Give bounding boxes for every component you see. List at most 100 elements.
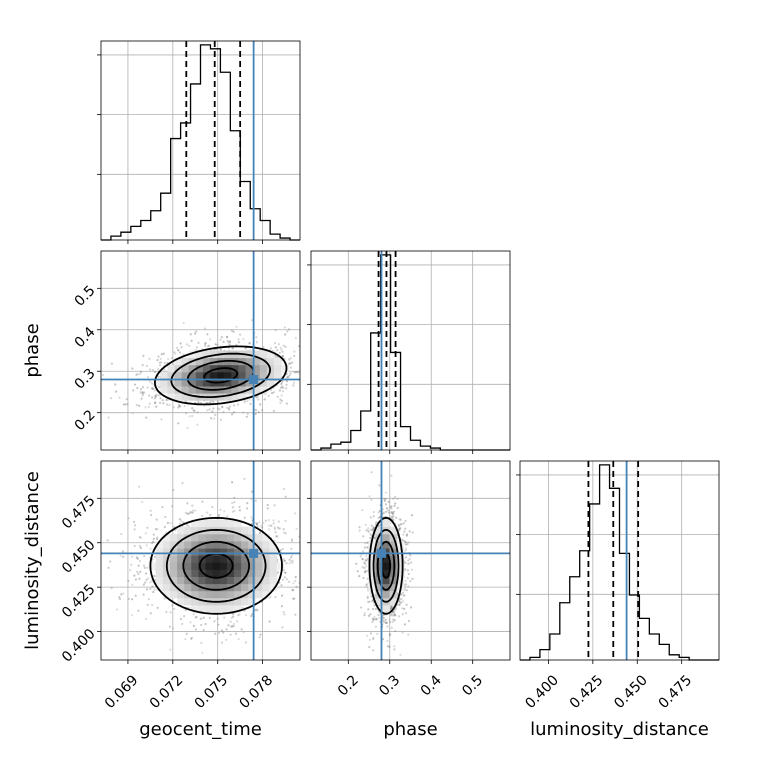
sample-point <box>389 505 392 508</box>
sample-point <box>222 410 225 414</box>
sample-point <box>169 648 172 651</box>
sample-point <box>398 600 401 603</box>
sample-point <box>400 601 403 604</box>
sample-point <box>228 405 231 408</box>
pair-content <box>311 461 510 660</box>
sample-point <box>282 528 285 531</box>
sample-point <box>118 597 121 601</box>
density-cell <box>191 555 199 563</box>
sample-point <box>120 593 123 596</box>
pair-panel-phase-luminosity_distance <box>307 460 511 664</box>
sample-point <box>283 559 286 562</box>
sample-point <box>192 409 195 412</box>
sample-point <box>256 525 259 528</box>
sample-point <box>385 507 389 510</box>
sample-point <box>284 519 287 523</box>
density-cell <box>188 393 197 401</box>
sample-point <box>179 519 182 522</box>
sample-point <box>139 536 142 539</box>
sample-point <box>154 528 158 531</box>
density-cell <box>181 378 190 387</box>
sample-point <box>367 600 370 603</box>
density-cell <box>234 519 242 528</box>
sample-point <box>297 345 300 348</box>
sample-point <box>222 631 225 634</box>
sample-point <box>133 574 136 577</box>
sample-point <box>410 568 413 571</box>
density-cell <box>255 583 263 592</box>
histogram-geocent_time <box>101 44 300 241</box>
sample-point <box>291 559 294 562</box>
sample-point <box>218 408 221 411</box>
sample-point <box>291 588 294 592</box>
density-cell <box>248 533 256 542</box>
density-cell <box>368 541 376 549</box>
sample-point <box>158 386 161 389</box>
sample-point <box>199 617 202 620</box>
sample-point <box>386 645 390 648</box>
density-cell <box>191 590 199 599</box>
sample-point <box>365 584 368 587</box>
sample-point <box>372 526 375 529</box>
sample-point <box>401 631 404 634</box>
density-cell <box>198 604 206 613</box>
sample-point <box>191 511 194 514</box>
sample-point <box>290 556 293 559</box>
sample-point <box>143 566 146 570</box>
sample-point <box>340 367 342 369</box>
sample-point <box>286 330 289 333</box>
sample-point <box>306 349 308 351</box>
density-cell <box>248 569 256 577</box>
sample-point <box>386 639 389 643</box>
sample-point <box>185 632 188 636</box>
sample-point <box>290 539 293 543</box>
sample-point <box>371 529 374 532</box>
sample-point <box>237 614 240 617</box>
sample-point <box>288 558 291 561</box>
sample-point <box>407 633 410 636</box>
sample-point <box>155 405 158 408</box>
sample-point <box>387 500 390 503</box>
sample-point <box>378 516 381 519</box>
sample-point <box>407 559 410 562</box>
sample-point <box>228 343 231 347</box>
sample-point <box>145 588 149 591</box>
density-cell <box>212 541 221 549</box>
sample-point <box>238 613 241 616</box>
sample-point <box>314 558 316 560</box>
sample-point <box>144 532 147 535</box>
density-cell <box>226 526 235 535</box>
sample-point <box>231 501 234 505</box>
sample-point <box>152 387 155 390</box>
density-cell <box>238 371 247 380</box>
sample-point <box>129 569 132 572</box>
sample-point <box>127 579 130 583</box>
density-cell <box>219 533 228 542</box>
sample-point <box>406 577 409 580</box>
sample-point <box>219 508 222 511</box>
sample-point <box>127 597 130 601</box>
sample-point <box>411 514 414 517</box>
density-cell <box>266 357 275 366</box>
sample-point <box>221 405 224 408</box>
sample-point <box>381 638 385 641</box>
sample-point <box>151 585 154 588</box>
sample-point <box>163 361 166 364</box>
sample-point <box>377 613 380 617</box>
density-cell <box>205 604 214 613</box>
sample-point <box>374 521 378 524</box>
sample-point <box>372 510 375 514</box>
density-cell <box>155 541 164 549</box>
sample-point <box>399 527 402 530</box>
sample-point <box>290 560 293 563</box>
sample-point <box>242 411 245 414</box>
sample-point <box>370 524 373 527</box>
sample-point <box>182 321 185 325</box>
sample-point <box>194 628 197 631</box>
sample-point <box>257 398 260 401</box>
density-cell <box>202 371 211 380</box>
density-cell <box>205 576 214 585</box>
sample-point <box>183 615 186 618</box>
density-cell <box>382 555 391 563</box>
density-cell <box>238 386 247 394</box>
